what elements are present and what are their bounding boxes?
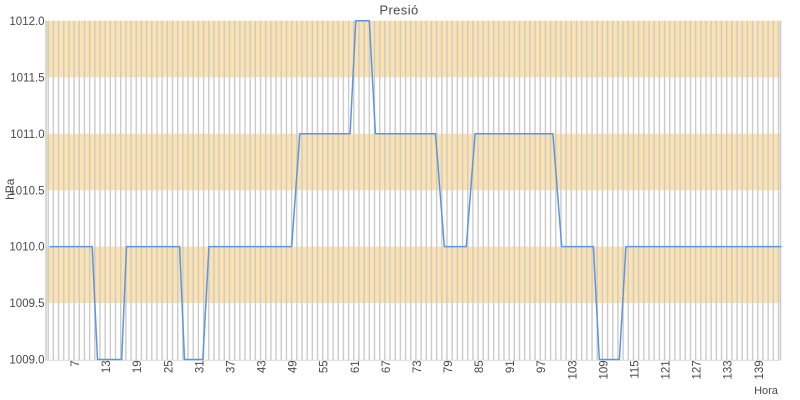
svg-text:109: 109 <box>598 360 610 379</box>
svg-text:91: 91 <box>505 360 517 373</box>
svg-text:1009.5: 1009.5 <box>9 298 44 310</box>
svg-text:133: 133 <box>723 360 735 379</box>
svg-text:121: 121 <box>661 360 673 379</box>
svg-text:85: 85 <box>474 360 486 373</box>
svg-text:97: 97 <box>536 360 548 373</box>
svg-text:hPa: hPa <box>3 178 17 200</box>
svg-text:139: 139 <box>754 360 766 379</box>
svg-text:1010.0: 1010.0 <box>9 242 44 254</box>
svg-text:1011.5: 1011.5 <box>10 72 44 84</box>
svg-text:7: 7 <box>70 360 82 366</box>
svg-text:Hora: Hora <box>754 385 779 397</box>
svg-text:49: 49 <box>288 360 300 373</box>
svg-text:19: 19 <box>132 360 144 373</box>
svg-text:13: 13 <box>101 360 113 373</box>
svg-text:115: 115 <box>629 360 641 378</box>
svg-text:55: 55 <box>319 360 331 373</box>
svg-text:1009.0: 1009.0 <box>9 355 44 367</box>
svg-text:43: 43 <box>257 360 269 373</box>
svg-text:127: 127 <box>692 360 704 379</box>
svg-text:31: 31 <box>194 360 206 373</box>
svg-text:79: 79 <box>443 360 455 373</box>
svg-text:67: 67 <box>381 360 393 373</box>
svg-text:25: 25 <box>163 360 175 373</box>
svg-text:1011.0: 1011.0 <box>10 129 44 141</box>
svg-text:103: 103 <box>567 360 579 379</box>
svg-text:1010.5: 1010.5 <box>9 185 44 197</box>
svg-text:73: 73 <box>412 360 424 373</box>
svg-text:61: 61 <box>350 360 362 373</box>
svg-text:Presió: Presió <box>379 3 418 18</box>
svg-text:37: 37 <box>225 360 237 373</box>
svg-text:1012.0: 1012.0 <box>9 16 44 28</box>
